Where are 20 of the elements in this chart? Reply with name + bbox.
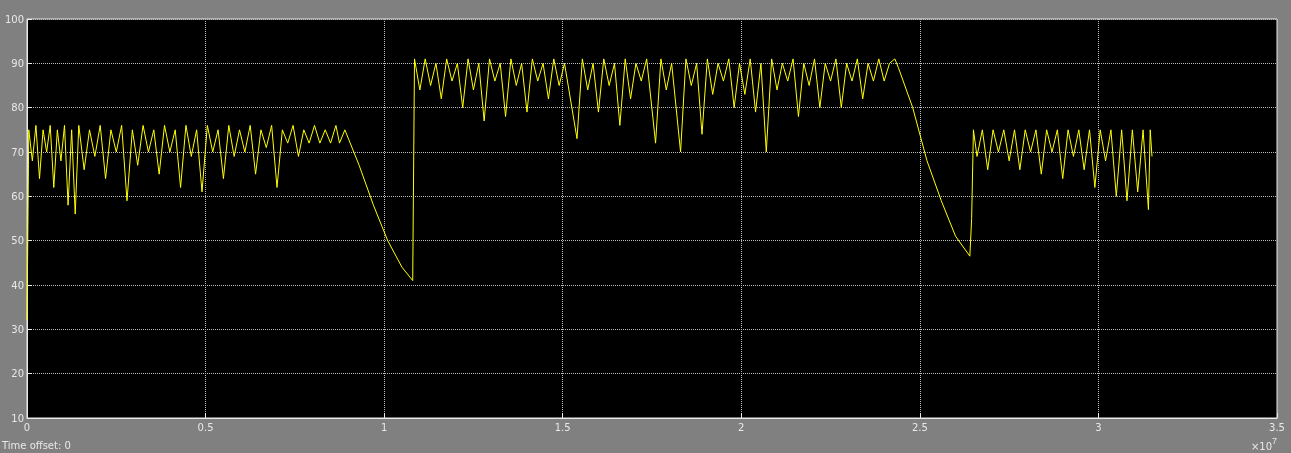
y-tick-label: 40 (11, 279, 24, 291)
x-tick-label: 2 (738, 421, 745, 433)
y-tick-label: 50 (11, 235, 24, 247)
y-tick-label: 100 (4, 13, 24, 25)
x-tick-label: 3.5 (1269, 421, 1285, 433)
y-tick-label: 90 (11, 57, 24, 69)
x-tick-label: 0.5 (197, 421, 214, 433)
y-tick-label: 60 (11, 190, 24, 202)
x-tick-label: 1 (380, 421, 388, 433)
text: Time offset: 0 (1, 439, 71, 451)
y-tick-label: 10 (11, 412, 24, 424)
x-tick-label: 0 (23, 421, 31, 433)
y-tick-label: 30 (11, 323, 24, 335)
y-tick-label: 80 (11, 102, 24, 114)
x-tick-label: 2.5 (911, 421, 928, 433)
line-series (26, 58, 1153, 321)
x-tick-label: 3 (1095, 421, 1102, 433)
y-tick-label: 70 (11, 146, 24, 158)
x-tick-label: 1.5 (554, 421, 571, 433)
y-tick-label: 20 (11, 368, 24, 380)
